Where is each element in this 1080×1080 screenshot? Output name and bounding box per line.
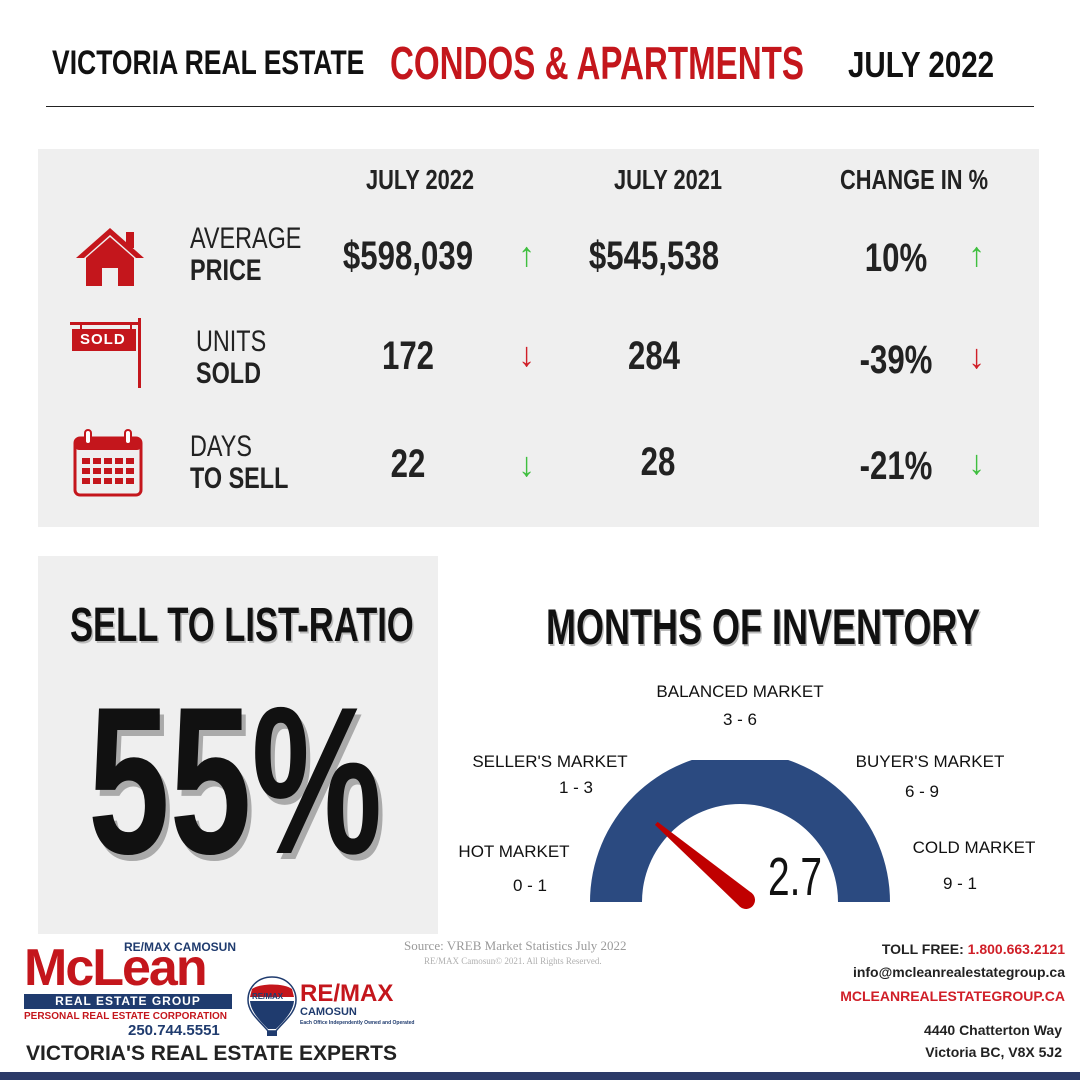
gauge-range-buyer: 6 - 9 bbox=[904, 782, 940, 801]
gauge-needle bbox=[654, 821, 755, 909]
gauge-range-seller: 1 - 3 bbox=[558, 778, 594, 797]
gauge-range-balanced: 3 - 6 bbox=[722, 710, 758, 729]
ratio-title: SELL TO LIST-RATIO bbox=[70, 599, 414, 652]
website-link[interactable]: MCLEANREALESTATEGROUP.CA bbox=[840, 988, 1065, 1004]
row-label-units: UNITS bbox=[196, 325, 267, 358]
avg-price-current: $598,039 bbox=[342, 234, 474, 278]
days-to-sell-previous: 28 bbox=[640, 440, 676, 484]
gauge-label-hot: HOT MARKET bbox=[458, 842, 570, 861]
header-period: JULY 2022 bbox=[848, 44, 995, 85]
house-icon bbox=[76, 228, 144, 286]
toll-free-label: TOLL FREE: bbox=[881, 941, 964, 957]
inventory-gauge bbox=[590, 760, 890, 909]
copyright-note: RE/MAX Camosun© 2021. All Rights Reserve… bbox=[424, 956, 602, 966]
remax-sub: CAMOSUN bbox=[300, 1006, 357, 1018]
sold-sign-text: SOLD bbox=[80, 331, 126, 348]
units-sold-change: -39% bbox=[859, 338, 933, 382]
column-header-current: JULY 2022 bbox=[366, 164, 475, 195]
row-label-sold: SOLD bbox=[196, 357, 262, 390]
ratio-value: 55% bbox=[88, 663, 383, 898]
logo-brand: McLean bbox=[24, 939, 208, 997]
toll-free-number[interactable]: 1.800.663.2121 bbox=[967, 941, 1065, 957]
header-title: VICTORIA REAL ESTATE bbox=[52, 44, 365, 82]
balloon-icon bbox=[247, 976, 297, 1036]
remax-tiny: Each Office Independently Owned and Oper… bbox=[300, 1020, 415, 1026]
gauge-range-cold: 9 - 1 bbox=[942, 874, 978, 893]
row-label-price: PRICE bbox=[190, 254, 262, 287]
arrow-down-icon: ↓ bbox=[968, 338, 985, 376]
column-header-change: CHANGE IN % bbox=[840, 164, 989, 195]
remax-name: RE/MAX bbox=[300, 980, 394, 1007]
inventory-value: 2.7 bbox=[768, 847, 823, 907]
gauge-label-cold: COLD MARKET bbox=[912, 838, 1036, 857]
days-to-sell-current: 22 bbox=[390, 442, 426, 486]
arrow-down-icon: ↓ bbox=[518, 446, 535, 484]
email-link[interactable]: info@mcleanrealestategroup.ca bbox=[852, 964, 1065, 980]
gauge-label-buyer: BUYER'S MARKET bbox=[855, 752, 1005, 771]
arrow-up-icon: ↑ bbox=[968, 236, 985, 274]
sold-sign-icon bbox=[70, 318, 141, 388]
header-category: CONDOS & APARTMENTS bbox=[390, 37, 804, 89]
gauge-arc bbox=[590, 760, 890, 902]
ratio-panel bbox=[38, 556, 438, 934]
column-header-previous: JULY 2021 bbox=[614, 164, 723, 195]
calendar-icon bbox=[73, 429, 143, 497]
logo-group: REAL ESTATE GROUP bbox=[24, 994, 232, 1009]
arrow-down-icon: ↓ bbox=[518, 336, 535, 374]
toll-free: TOLL FREE: 1.800.663.2121 bbox=[760, 941, 1065, 957]
gauge-label-seller: SELLER'S MARKET bbox=[472, 752, 628, 771]
logo-corp: PERSONAL REAL ESTATE CORPORATION bbox=[24, 1011, 227, 1022]
stats-panel bbox=[38, 149, 1039, 527]
units-sold-previous: 284 bbox=[627, 334, 681, 378]
gauge-range-hot: 0 - 1 bbox=[512, 876, 548, 895]
address-line-1: 4440 Chatterton Way bbox=[924, 1022, 1062, 1038]
mclean-logo: RE/MAX CAMOSUN McLean REAL ESTATE GROUP … bbox=[24, 939, 238, 1039]
arrow-down-icon: ↓ bbox=[968, 444, 985, 482]
logo-phone: 250.744.5551 bbox=[128, 1022, 220, 1039]
tagline: VICTORIA'S REAL ESTATE EXPERTS bbox=[26, 1042, 397, 1065]
row-label-average: AVERAGE bbox=[190, 222, 302, 255]
source-note: Source: VREB Market Statistics July 2022 bbox=[404, 938, 627, 953]
row-label-to-sell: TO SELL bbox=[190, 462, 289, 495]
bottom-bar bbox=[0, 1072, 1080, 1080]
inventory-title: MONTHS OF INVENTORY bbox=[546, 599, 981, 655]
units-sold-current: 172 bbox=[381, 334, 435, 378]
address-line-2: Victoria BC, V8X 5J2 bbox=[925, 1044, 1062, 1060]
header-divider bbox=[46, 106, 1034, 107]
balloon-text: RE/MAX bbox=[252, 992, 284, 1001]
arrow-up-icon: ↑ bbox=[518, 236, 535, 274]
days-to-sell-change: -21% bbox=[859, 444, 933, 488]
row-label-days: DAYS bbox=[190, 430, 252, 463]
gauge-label-balanced: BALANCED MARKET bbox=[656, 682, 824, 701]
avg-price-previous: $545,538 bbox=[588, 234, 720, 278]
logo-brand-small: RE/MAX CAMOSUN bbox=[124, 940, 237, 954]
avg-price-change: 10% bbox=[864, 236, 928, 280]
